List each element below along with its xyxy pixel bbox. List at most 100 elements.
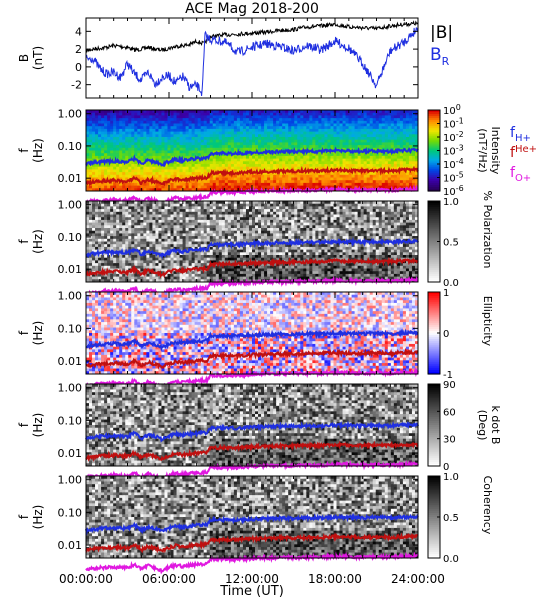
y-axis-label: f [17, 239, 31, 244]
colorbar-tick-label: 0.5 [443, 513, 459, 524]
gyro-line-heplus [85, 440, 419, 462]
colorbar-tick-label: 1.0 [443, 197, 459, 208]
y-axis-label: f [17, 148, 31, 153]
colorbar-title: Intensity(nT²/Hz) [476, 127, 502, 175]
y-tick-label: 0.01 [58, 263, 83, 276]
colorbar-title: Ellipticity [481, 296, 494, 347]
y-tick-label: 0 [75, 61, 82, 74]
colorbar-coherency: 1.0 0.5 0.0 Coherency [427, 472, 494, 565]
y-axis-bfield: B (nT) 4 2 0 -2 [17, 25, 418, 92]
y-axis-title: f (Hz) [17, 229, 45, 254]
x-tick-label: 24:00:00 [391, 572, 445, 586]
y-tick-label: 0.10 [58, 231, 83, 244]
y-axis-unit: (Hz) [31, 413, 45, 438]
y-axis-title: f (Hz) [17, 413, 45, 438]
y-tick-label: 1.00 [58, 108, 83, 121]
colorbar-tick-label: 0.0 [443, 278, 459, 289]
y-axis-label: f [17, 330, 31, 335]
y-axis-polarization: f (Hz) 1.00 0.10 0.01 [17, 199, 418, 276]
gyro-line-hplus [85, 512, 419, 536]
bfield-plot-area [86, 18, 418, 98]
y-tick-label: 1.00 [58, 290, 83, 303]
y-tick-label: 0.01 [58, 447, 83, 460]
x-axis-coherency: 00:00:00 06:00:00 12:00:00 18:00:00 24:00:00 [59, 476, 445, 586]
y-tick-label: -2 [71, 79, 82, 92]
colorbar-tick-label: 0.0 [443, 554, 459, 565]
colorbar-kdotb: 90 60 30 0 k dot B(Deg) [427, 380, 502, 473]
y-axis-title: f (Hz) [17, 505, 45, 530]
colorbar-unit: (Deg) [476, 410, 489, 441]
y-axis-unit: (Hz) [31, 138, 45, 163]
y-tick-label: 2 [75, 43, 82, 56]
y-tick-label: 0.01 [58, 355, 83, 368]
x-tick-label: 06:00:00 [142, 572, 196, 586]
colorbar-title: k dot B(Deg) [476, 406, 502, 445]
y-tick-label: 1.00 [58, 199, 83, 212]
y-tick-label: 0.01 [58, 172, 83, 185]
gyro-line-hplus [85, 146, 419, 168]
figure-title: ACE Mag 2018-200 [185, 1, 319, 17]
spectrogram-coherency [86, 476, 419, 559]
colorbar-tick-label: -1 [443, 370, 453, 381]
gyro-line-hplus [85, 236, 419, 260]
y-axis-title: B (nT) [17, 46, 45, 70]
colorbar-tick-label: 0.5 [443, 238, 459, 249]
colorbar-label: % Polarization [481, 191, 494, 269]
colorbar-unit: (nT²/Hz) [476, 128, 489, 172]
y-axis-label: f [17, 422, 31, 427]
colorbar-tick-label: 10-3 [443, 144, 464, 158]
y-tick-label: 4 [75, 25, 82, 38]
colorbar-tick-label: 60 [443, 407, 456, 418]
gyro-line-hplus [85, 328, 419, 352]
bfield-frame [85, 17, 419, 99]
legend-gyro-oplus: fO+ [510, 165, 531, 184]
gyro-line-hplus [85, 420, 419, 443]
gyro-line-heplus [85, 347, 419, 370]
gyro-line-heplus [85, 256, 419, 279]
colorbar-ellipticity: 1 0 -1 Ellipticity [427, 288, 494, 381]
legend-gyro-hplus: fH+ [510, 125, 531, 144]
colorbar-tick-label: 90 [443, 380, 456, 391]
colorbar-tick-label: 1 [443, 288, 449, 299]
colorbar-tick-label: 0 [443, 462, 449, 473]
panels-group: B (nT)420-2|B|BRf (Hz)1.000.100.0110010-11… [17, 17, 537, 586]
x-tick-label: 00:00:00 [59, 572, 113, 586]
frame-polarization [85, 200, 419, 283]
y-tick-label: 1.00 [58, 382, 83, 395]
b-magnitude-line [85, 20, 419, 53]
legend-gyro-heplus: fHe+ [510, 144, 537, 161]
gyro-line-heplus [85, 165, 419, 187]
colorbar-tick-label: 10-6 [443, 184, 464, 198]
colorbar-label: Intensity [489, 127, 502, 175]
colorbar-tick-label: 10-2 [443, 130, 464, 144]
y-tick-label: 0.10 [58, 140, 83, 153]
frame-kdotb [85, 383, 419, 467]
y-axis-unit: (nT) [31, 46, 45, 70]
frame-coherency [85, 475, 419, 559]
y-tick-label: 0.10 [58, 506, 83, 519]
colorbar-tick-label: 10-5 [443, 171, 464, 185]
colorbar-label: k dot B [489, 406, 502, 445]
colorbar-tick-label: 10-4 [443, 157, 464, 171]
x-axis-title: Time (UT) [219, 584, 284, 599]
y-axis-unit: (Hz) [31, 229, 45, 254]
x-tick-label: 12:00:00 [225, 572, 279, 586]
y-axis-coherency: f (Hz) 1.00 0.10 0.01 [17, 474, 418, 552]
colorbar-tick-label: 0 [443, 329, 449, 340]
frame-intensity [85, 109, 419, 192]
y-tick-label: 0.10 [58, 414, 83, 427]
legend-b-magnitude: |B| [430, 23, 453, 43]
y-axis-intensity: f (Hz) 1.00 0.10 0.01 [17, 108, 418, 185]
gyro-line-heplus [85, 532, 419, 554]
colorbar-label: Ellipticity [481, 296, 494, 347]
legend-b-radial: BR [430, 45, 450, 68]
x-tick-label: 18:00:00 [308, 572, 362, 586]
y-axis-unit: (Hz) [31, 505, 45, 530]
y-axis-title: f (Hz) [17, 138, 45, 163]
colorbar-label: Coherency [481, 476, 494, 535]
colorbar-tick-label: 1.0 [443, 472, 459, 483]
y-axis-ellipticity: f (Hz) 1.00 0.10 0.01 [17, 290, 418, 368]
y-tick-label: 0.10 [58, 322, 83, 335]
colorbar-frame [427, 383, 441, 467]
colorbar-polarization: 1.0 0.5 0.0 % Polarization [427, 191, 494, 289]
